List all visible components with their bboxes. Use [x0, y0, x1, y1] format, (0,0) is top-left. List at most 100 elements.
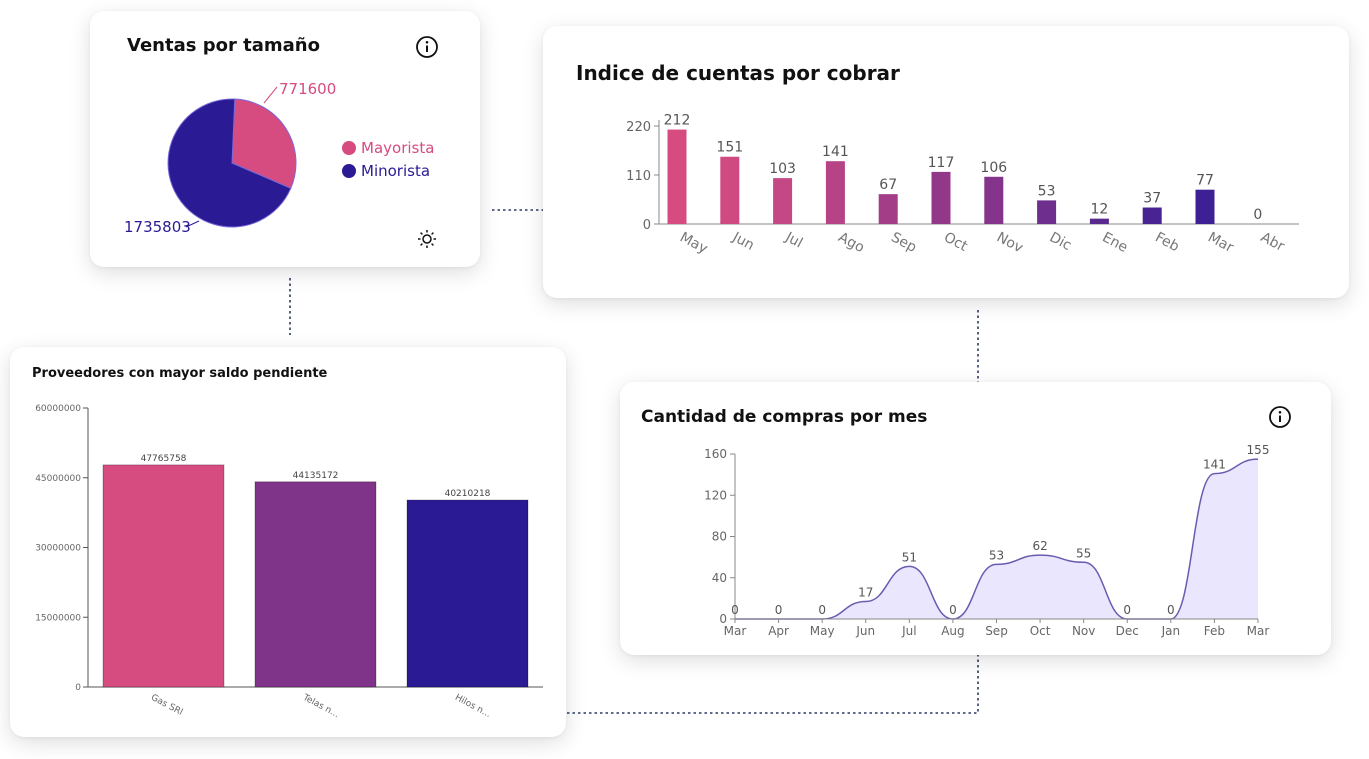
- legend-swatch-mayorista: [342, 141, 356, 155]
- x-tick-label: Dec: [1116, 624, 1139, 638]
- bar-sep: [878, 194, 898, 224]
- bar-value-label: 67: [879, 177, 897, 193]
- proveedores-card-title: Proveedores con mayor saldo pendiente: [32, 366, 328, 381]
- x-tick-label: Ago: [836, 229, 867, 256]
- point-value-label: 51: [902, 550, 917, 564]
- y-tick-label: 45000000: [35, 474, 81, 484]
- compras-por-mes-card: Cantidad de compras por mes 0 40 80 120 160 0…: [620, 382, 1331, 655]
- x-tick-label: May: [810, 624, 835, 638]
- point-value-label: 0: [1167, 603, 1175, 617]
- bar-oct: [931, 171, 951, 224]
- point-value-label: 0: [775, 603, 783, 617]
- cuentas-bar-chart: 0 110 220 212 May 151 Jun 103 Jul 141 Ago 67 Sep 117 O…: [626, 113, 1299, 257]
- bar-ago: [825, 161, 845, 224]
- bar-supplier: [254, 481, 377, 688]
- bar-value-label: 37: [1143, 191, 1161, 207]
- bar-nov: [984, 176, 1004, 224]
- point-value-label: 0: [1123, 603, 1131, 617]
- ventas-pie-chart: 771600 1735803 Mayorista Minorista: [124, 80, 434, 236]
- y-tick-label: 0: [643, 218, 651, 233]
- y-tick-label: 220: [626, 120, 651, 135]
- area-line: [735, 458, 1259, 620]
- bar-value-label: 212: [664, 113, 691, 129]
- bar-supplier: [406, 499, 529, 688]
- y-tick-label: 60000000: [35, 404, 81, 414]
- pie-slice-minorista: [167, 98, 292, 228]
- bar-value-label: 47765758: [141, 454, 187, 464]
- bar-value-label: 12: [1090, 202, 1108, 218]
- bar-mar: [1195, 189, 1215, 224]
- compras-card-title: Cantidad de compras por mes: [641, 407, 928, 427]
- x-tick-label: Hilos n...: [453, 693, 492, 720]
- y-tick-label: 30000000: [35, 544, 81, 554]
- x-tick-label: Mar: [1247, 624, 1270, 638]
- cuentas-por-cobrar-card: Indice de cuentas por cobrar 0 110 220 212 M…: [543, 26, 1349, 298]
- legend-label: Mayorista: [361, 139, 434, 157]
- bar-value-label: 106: [980, 160, 1007, 176]
- x-tick-label: Jul: [782, 229, 805, 252]
- bar-value-label: 141: [822, 144, 849, 160]
- point-value-label: 17: [858, 585, 873, 599]
- area-fill: [735, 459, 1258, 619]
- y-tick-label: 0: [719, 612, 727, 626]
- cuentas-card-title: Indice de cuentas por cobrar: [576, 61, 900, 85]
- x-tick-label: Aug: [941, 624, 964, 638]
- x-tick-label: Jan: [1161, 624, 1181, 638]
- bar-value-label: 151: [716, 140, 743, 156]
- x-tick-label: Telas n...: [300, 692, 340, 720]
- bar-jul: [773, 178, 793, 224]
- info-icon[interactable]: [415, 35, 439, 59]
- x-tick-label: Oct: [941, 229, 970, 255]
- bar-feb: [1142, 207, 1162, 224]
- compras-area-chart: 040801201600Mar0Apr0May17Jun51Jul0Aug53S…: [704, 443, 1270, 638]
- point-value-label: 62: [1032, 539, 1047, 553]
- y-tick-label: 120: [704, 488, 727, 502]
- x-tick-label: Nov: [1072, 624, 1095, 638]
- x-tick-label: Oct: [1030, 624, 1051, 638]
- x-tick-label: Dic: [1047, 229, 1074, 254]
- y-tick-label: 80: [712, 530, 727, 544]
- proveedores-bar-chart: 0 15000000 30000000 45000000 60000000 4776575…: [35, 404, 543, 720]
- x-tick-label: Mar: [724, 624, 747, 638]
- info-icon[interactable]: [1268, 405, 1292, 429]
- point-value-label: 55: [1076, 546, 1091, 560]
- x-tick-label: Sep: [888, 229, 919, 256]
- x-tick-label: Mar: [1205, 229, 1236, 256]
- x-tick-label: Feb: [1152, 229, 1181, 255]
- pie-value-label: 1735803: [124, 218, 191, 236]
- bar-value-label: 53: [1038, 183, 1056, 199]
- y-tick-label: 160: [704, 447, 727, 461]
- x-tick-label: Jun: [729, 229, 757, 254]
- pie-value-label: 771600: [279, 80, 336, 98]
- point-value-label: 0: [818, 603, 826, 617]
- point-value-label: 53: [989, 548, 1004, 562]
- point-value-label: 141: [1203, 458, 1226, 472]
- bar-supplier: [102, 464, 225, 688]
- bar-value-label: 103: [769, 161, 796, 177]
- point-value-label: 0: [731, 603, 739, 617]
- pie-leader-minorista: [185, 220, 200, 228]
- x-tick-label: Feb: [1204, 624, 1225, 638]
- bar-ene: [1089, 218, 1109, 224]
- x-tick-label: Apr: [768, 624, 789, 638]
- legend-swatch-minorista: [342, 164, 356, 178]
- bar-value-label: 77: [1196, 173, 1214, 189]
- bar-dic: [1037, 200, 1057, 224]
- y-tick-label: 0: [75, 683, 81, 693]
- x-tick-label: Sep: [985, 624, 1008, 638]
- x-tick-label: Nov: [994, 229, 1026, 256]
- y-tick-label: 15000000: [35, 613, 81, 623]
- legend-label: Minorista: [361, 162, 430, 180]
- bar-value-label: 117: [928, 155, 955, 171]
- x-tick-label: Abr: [1258, 229, 1287, 255]
- ventas-card-title: Ventas por tamaño: [127, 35, 320, 56]
- x-tick-label: May: [677, 229, 710, 257]
- theme-sun-icon[interactable]: [417, 229, 437, 249]
- bar-value-label: 40210218: [445, 489, 491, 499]
- pie-leader-mayorista: [263, 86, 278, 104]
- x-tick-label: Jul: [901, 624, 916, 638]
- y-tick-label: 40: [712, 571, 727, 585]
- ventas-por-tamano-card: Ventas por tamaño 771600 1735803 Mayorista…: [90, 11, 480, 267]
- bar-value-label: 44135172: [293, 471, 339, 481]
